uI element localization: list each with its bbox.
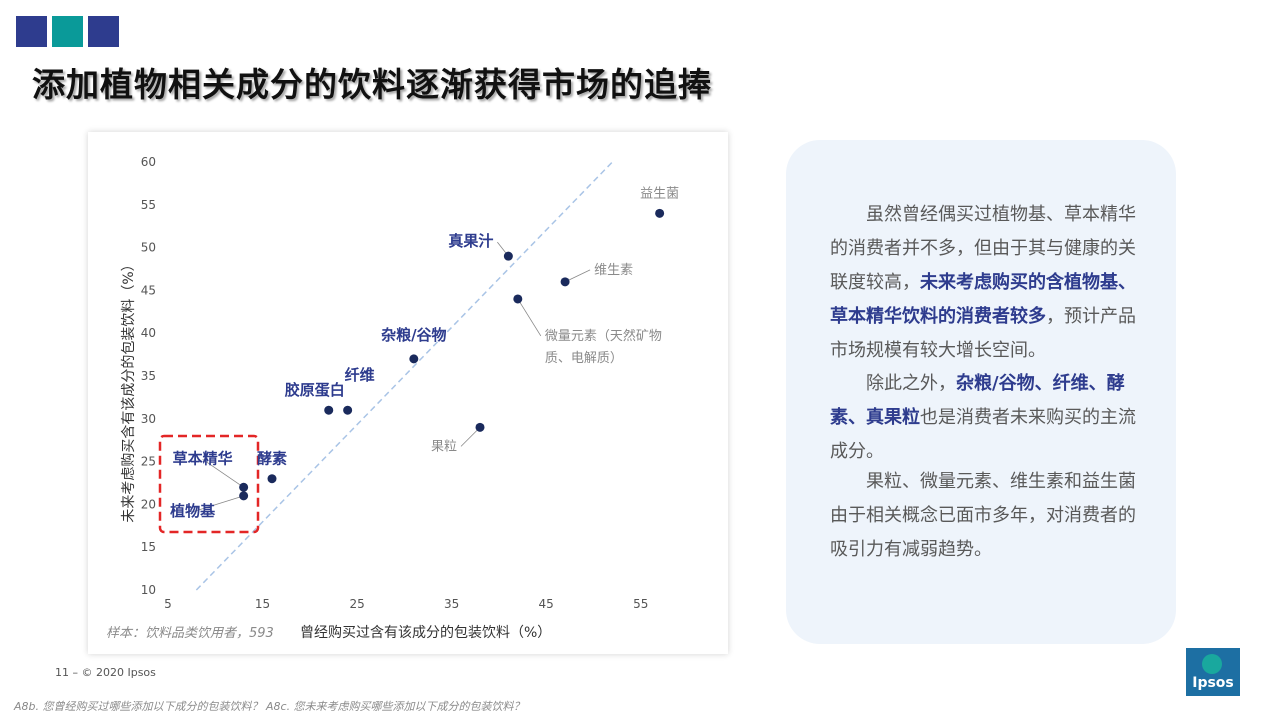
data-point <box>239 491 249 501</box>
x-tick-label: 15 <box>255 597 270 611</box>
y-tick-label: 40 <box>141 326 156 340</box>
data-point <box>503 251 513 261</box>
data-point <box>475 422 485 432</box>
header-square-1 <box>16 16 47 47</box>
chart-card: 10 15 20 25 30 35 40 45 50 55 60 5 15 25 35 45 55 益生菌真果汁维… <box>88 132 728 654</box>
x-tick-label: 5 <box>164 597 172 611</box>
x-tick-label: 45 <box>539 597 554 611</box>
leader-line <box>202 458 244 488</box>
insight-card: 虽然曾经偶买过植物基、草本精华的消费者并不多，但由于其与健康的关联度较高，未来考… <box>786 140 1176 644</box>
leader-line <box>517 298 542 337</box>
point-label: 草本精华 <box>173 449 233 467</box>
y-tick-label: 20 <box>141 497 156 511</box>
x-tick-label: 25 <box>349 597 364 611</box>
header-square-2 <box>52 16 83 47</box>
data-point <box>560 277 570 287</box>
y-tick-label: 35 <box>141 369 156 383</box>
data-point <box>324 405 334 415</box>
y-axis-label: 未来考虑购买含有该成分的包装饮料（%） <box>121 257 137 523</box>
y-tick-label: 25 <box>141 455 156 469</box>
y-tick-label: 15 <box>141 540 156 554</box>
ipsos-logo: Ipsos <box>1186 648 1240 696</box>
y-tick-label: 55 <box>141 198 156 212</box>
x-tick-label: 35 <box>444 597 459 611</box>
sample-note: 样本：饮料品类饮用者，593 <box>106 626 274 641</box>
scatter-chart: 10 15 20 25 30 35 40 45 50 55 60 5 15 25 35 45 55 益生菌真果汁维… <box>141 155 679 611</box>
y-tick-label: 30 <box>141 412 156 426</box>
y-tick-label: 60 <box>141 155 156 169</box>
point-label: 益生菌 <box>640 186 679 201</box>
point-label: 纤维 <box>345 366 375 384</box>
page-footer: 11 – © 2020 Ipsos <box>55 666 156 679</box>
point-label: 酵素 <box>257 450 287 468</box>
data-point <box>655 208 665 218</box>
data-point <box>513 294 523 304</box>
insight-paragraph-2: 除此之外，杂粮/谷物、纤维、酵素、真果粒也是消费者未来购买的主流成分。 <box>830 373 1136 462</box>
insight-paragraph-1: 虽然曾经偶买过植物基、草本精华的消费者并不多，但由于其与健康的关联度较高，未来考… <box>830 204 1136 361</box>
header-square-3 <box>88 16 119 47</box>
y-tick-label: 50 <box>141 241 156 255</box>
point-label: 杂粮/谷物 <box>381 326 446 344</box>
leader-line <box>192 495 244 513</box>
point-label: 真果汁 <box>448 232 493 250</box>
point-label: 质、电解质） <box>545 351 623 366</box>
x-axis-label: 曾经购买过含有该成分的包装饮料（%） <box>300 625 552 641</box>
data-point <box>409 354 419 364</box>
logo-text: Ipsos <box>1192 675 1234 691</box>
data-point <box>239 482 249 492</box>
reference-line <box>195 161 613 591</box>
page-title: 添加植物相关成分的饮料逐渐获得市场的追捧 <box>32 65 712 104</box>
point-label: 维生素 <box>594 263 633 278</box>
point-label: 果粒 <box>431 439 457 454</box>
data-point <box>267 474 277 484</box>
logo-mark-icon <box>1202 654 1222 674</box>
point-label: 微量元素（天然矿物 <box>545 328 662 344</box>
y-tick-label: 45 <box>141 283 156 297</box>
point-label: 胶原蛋白 <box>285 381 345 399</box>
question-footnote: A8b. 您曾经购买过哪些添加以下成分的包装饮料？ A8c. 您未来考虑购买哪些… <box>14 700 525 713</box>
insight-paragraph-3: 果粒、微量元素、维生素和益生菌由于相关概念已面市多年，对消费者的吸引力有减弱趋势… <box>830 471 1136 560</box>
data-point <box>343 405 353 415</box>
y-tick-label: 10 <box>141 583 156 597</box>
leader-line <box>564 269 591 283</box>
point-label: 植物基 <box>170 502 216 520</box>
highlight-box <box>158 434 260 534</box>
x-tick-label: 55 <box>633 597 648 611</box>
